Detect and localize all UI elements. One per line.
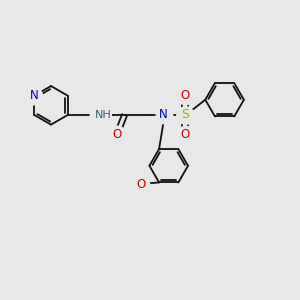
Text: S: S bbox=[181, 109, 189, 122]
Text: NH: NH bbox=[95, 110, 112, 120]
Text: O: O bbox=[137, 178, 146, 191]
Text: O: O bbox=[180, 89, 190, 102]
Text: N: N bbox=[30, 89, 39, 102]
Text: O: O bbox=[180, 128, 190, 141]
Text: O: O bbox=[112, 128, 122, 141]
Text: N: N bbox=[159, 109, 168, 122]
